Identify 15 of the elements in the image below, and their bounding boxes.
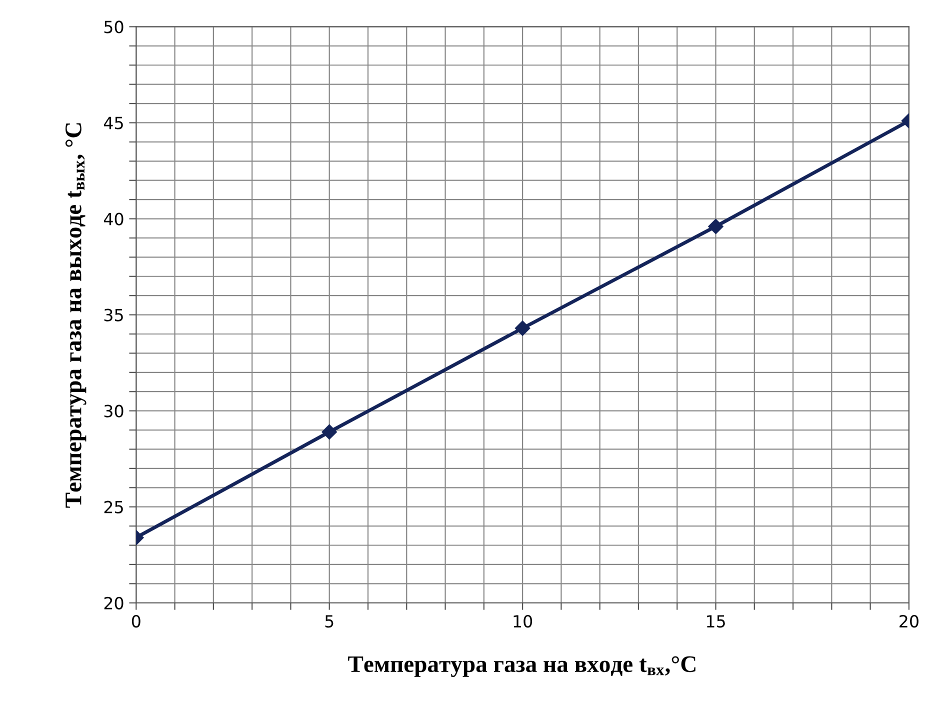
x-tick-label: 5 bbox=[325, 615, 334, 628]
x-tick-label: 10 bbox=[514, 614, 532, 628]
point bbox=[514, 320, 530, 336]
x-tick-label: 20 bbox=[900, 614, 918, 628]
x-tick-label: 0 bbox=[132, 614, 140, 628]
y-axis-title: Температура газа на выходе t$_{вых}$, °C bbox=[65, 123, 86, 508]
y-tick-label: 45 bbox=[104, 116, 123, 130]
y-tick-label: 35 bbox=[104, 308, 123, 322]
y-tick-label: 30 bbox=[104, 404, 124, 418]
y-tick-label: 25 bbox=[104, 500, 123, 514]
y-tick-label: 50 bbox=[104, 20, 124, 34]
x-axis-title: Температура газа на входе t$_{вх}$,°C bbox=[348, 656, 696, 677]
x-tick-label: 15 bbox=[706, 615, 725, 628]
y-tick-label: 40 bbox=[104, 212, 124, 226]
y-tick-label: 20 bbox=[104, 596, 124, 610]
